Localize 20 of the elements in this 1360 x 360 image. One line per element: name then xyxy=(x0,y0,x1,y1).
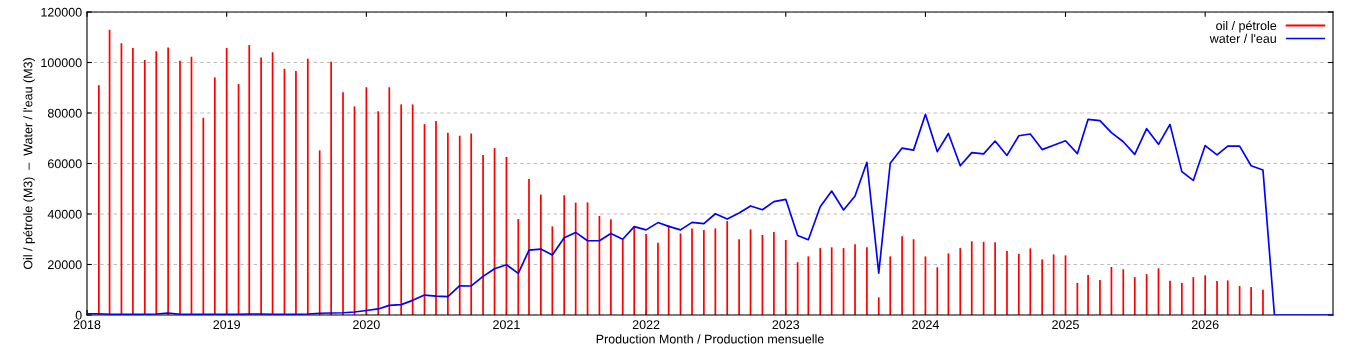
x-tick-label: 2019 xyxy=(213,320,240,330)
legend-label: water / l'eau xyxy=(1209,33,1276,43)
y-tick-label: 20000 xyxy=(48,260,82,270)
y-axis-title: Oil / pétrole (M3) – Water / l'eau (M3) xyxy=(23,58,35,270)
y-tick-label: 60000 xyxy=(48,159,82,169)
y-tick-label: 80000 xyxy=(47,108,82,118)
y-tick-label: 0 xyxy=(75,310,82,320)
y-tick-label: 120000 xyxy=(41,7,82,17)
x-tick-label: 2025 xyxy=(1052,320,1079,330)
x-tick-label: 2020 xyxy=(353,320,380,330)
legend-label: oil / pétrole xyxy=(1216,20,1277,33)
x-tick-label: 2026 xyxy=(1191,320,1219,330)
x-tick-label: 2024 xyxy=(912,320,939,330)
x-tick-label: 2021 xyxy=(493,320,520,330)
x-tick-label: 2023 xyxy=(772,320,800,330)
y-tick-label: 40000 xyxy=(47,209,82,219)
x-tick-label: 2018 xyxy=(73,320,101,330)
x-tick-label: 2022 xyxy=(632,320,660,330)
y-tick-label: 100000 xyxy=(41,58,82,68)
x-axis-title: Production Month / Production mensuelle xyxy=(596,334,824,344)
